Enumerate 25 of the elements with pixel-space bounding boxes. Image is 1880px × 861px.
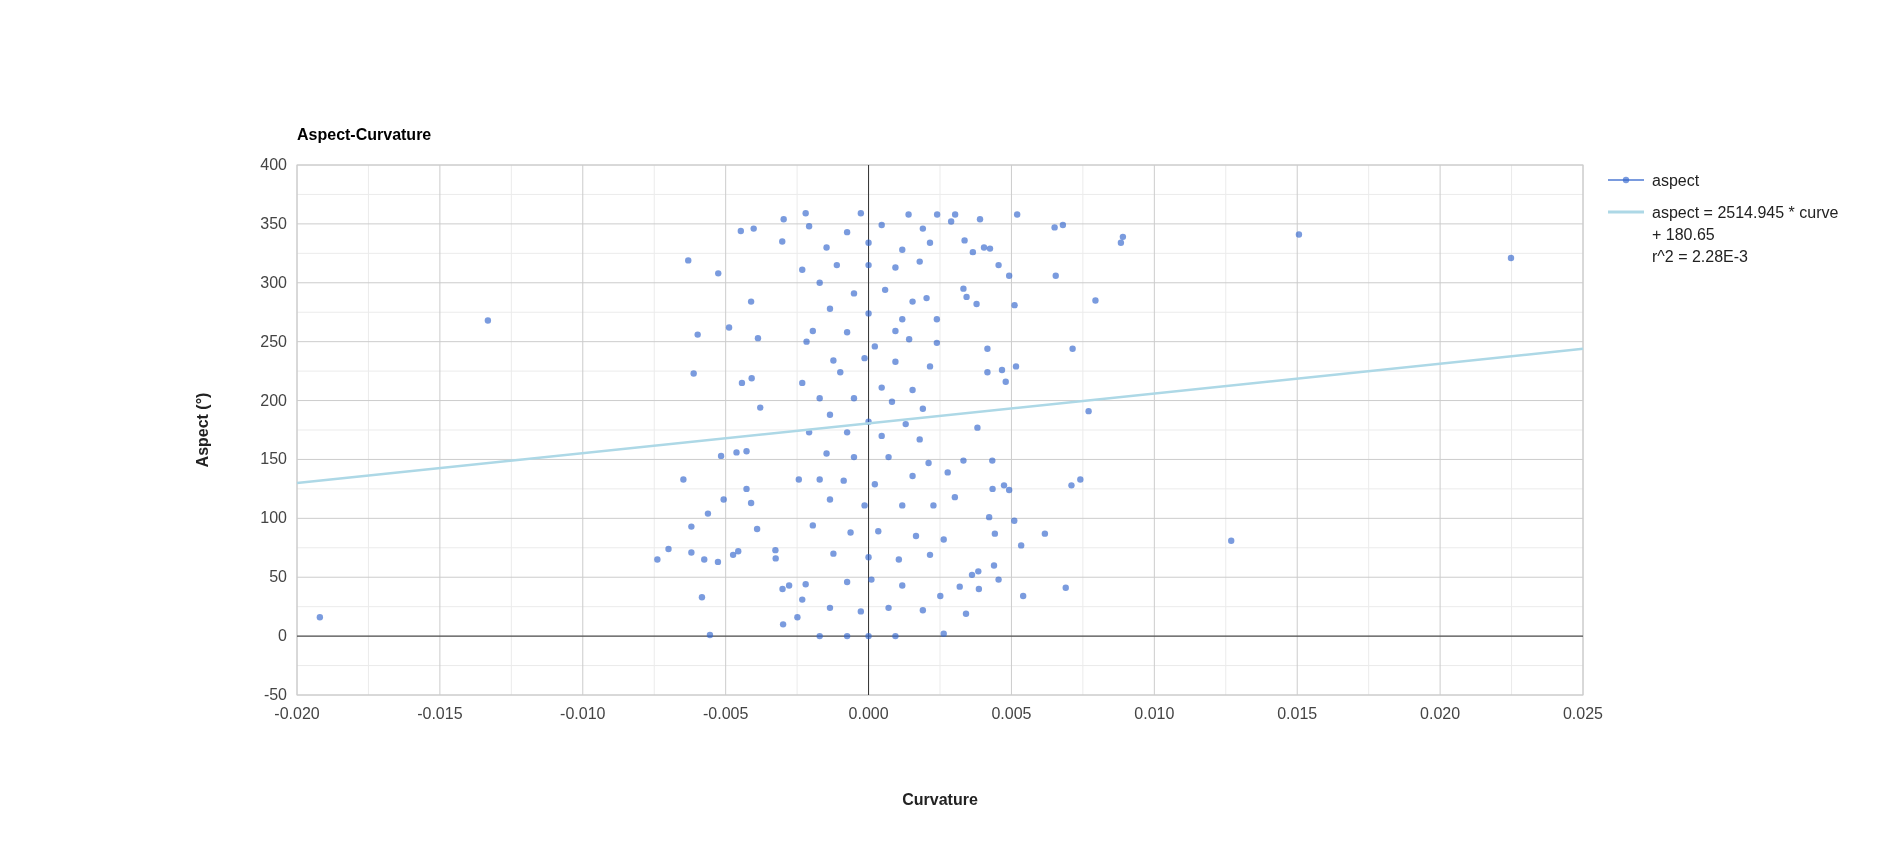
x-tick-label: -0.020	[274, 705, 320, 722]
y-tick-label: 150	[260, 450, 288, 468]
legend-label: aspect = 2514.945 * curve + 180.65 r^2 = 2.28E-3	[1652, 204, 1839, 265]
y-tick-label: 300	[260, 273, 288, 291]
x-tick-label: 0.005	[991, 705, 1032, 722]
x-tick-label: -0.005	[702, 705, 749, 722]
x-tick-label: 0.020	[1420, 705, 1461, 722]
y-tick-label: 50	[269, 568, 288, 586]
x-tick-label: -0.015	[417, 705, 463, 722]
x-tick-label: 0.000	[848, 705, 889, 722]
chart-title: Aspect-Curvature	[297, 126, 432, 143]
x-tick-label: 0.010	[1134, 705, 1175, 722]
y-tick-label: 350	[260, 214, 288, 232]
y-tick-label: 100	[260, 509, 288, 527]
y-tick-label: 0	[278, 627, 288, 645]
x-tick-label: 0.015	[1277, 705, 1318, 722]
y-axis-title: Aspect (°)	[194, 392, 211, 468]
x-axis-title: Curvature	[902, 791, 978, 808]
legend-label: aspect	[1652, 172, 1700, 189]
x-tick-label: 0.025	[1562, 705, 1604, 722]
y-tick-label: -50	[263, 686, 288, 703]
y-tick-label: 400	[260, 156, 288, 173]
x-tick-label: -0.010	[560, 705, 606, 722]
y-tick-label: 200	[260, 391, 288, 409]
y-tick-label: 250	[260, 332, 288, 350]
